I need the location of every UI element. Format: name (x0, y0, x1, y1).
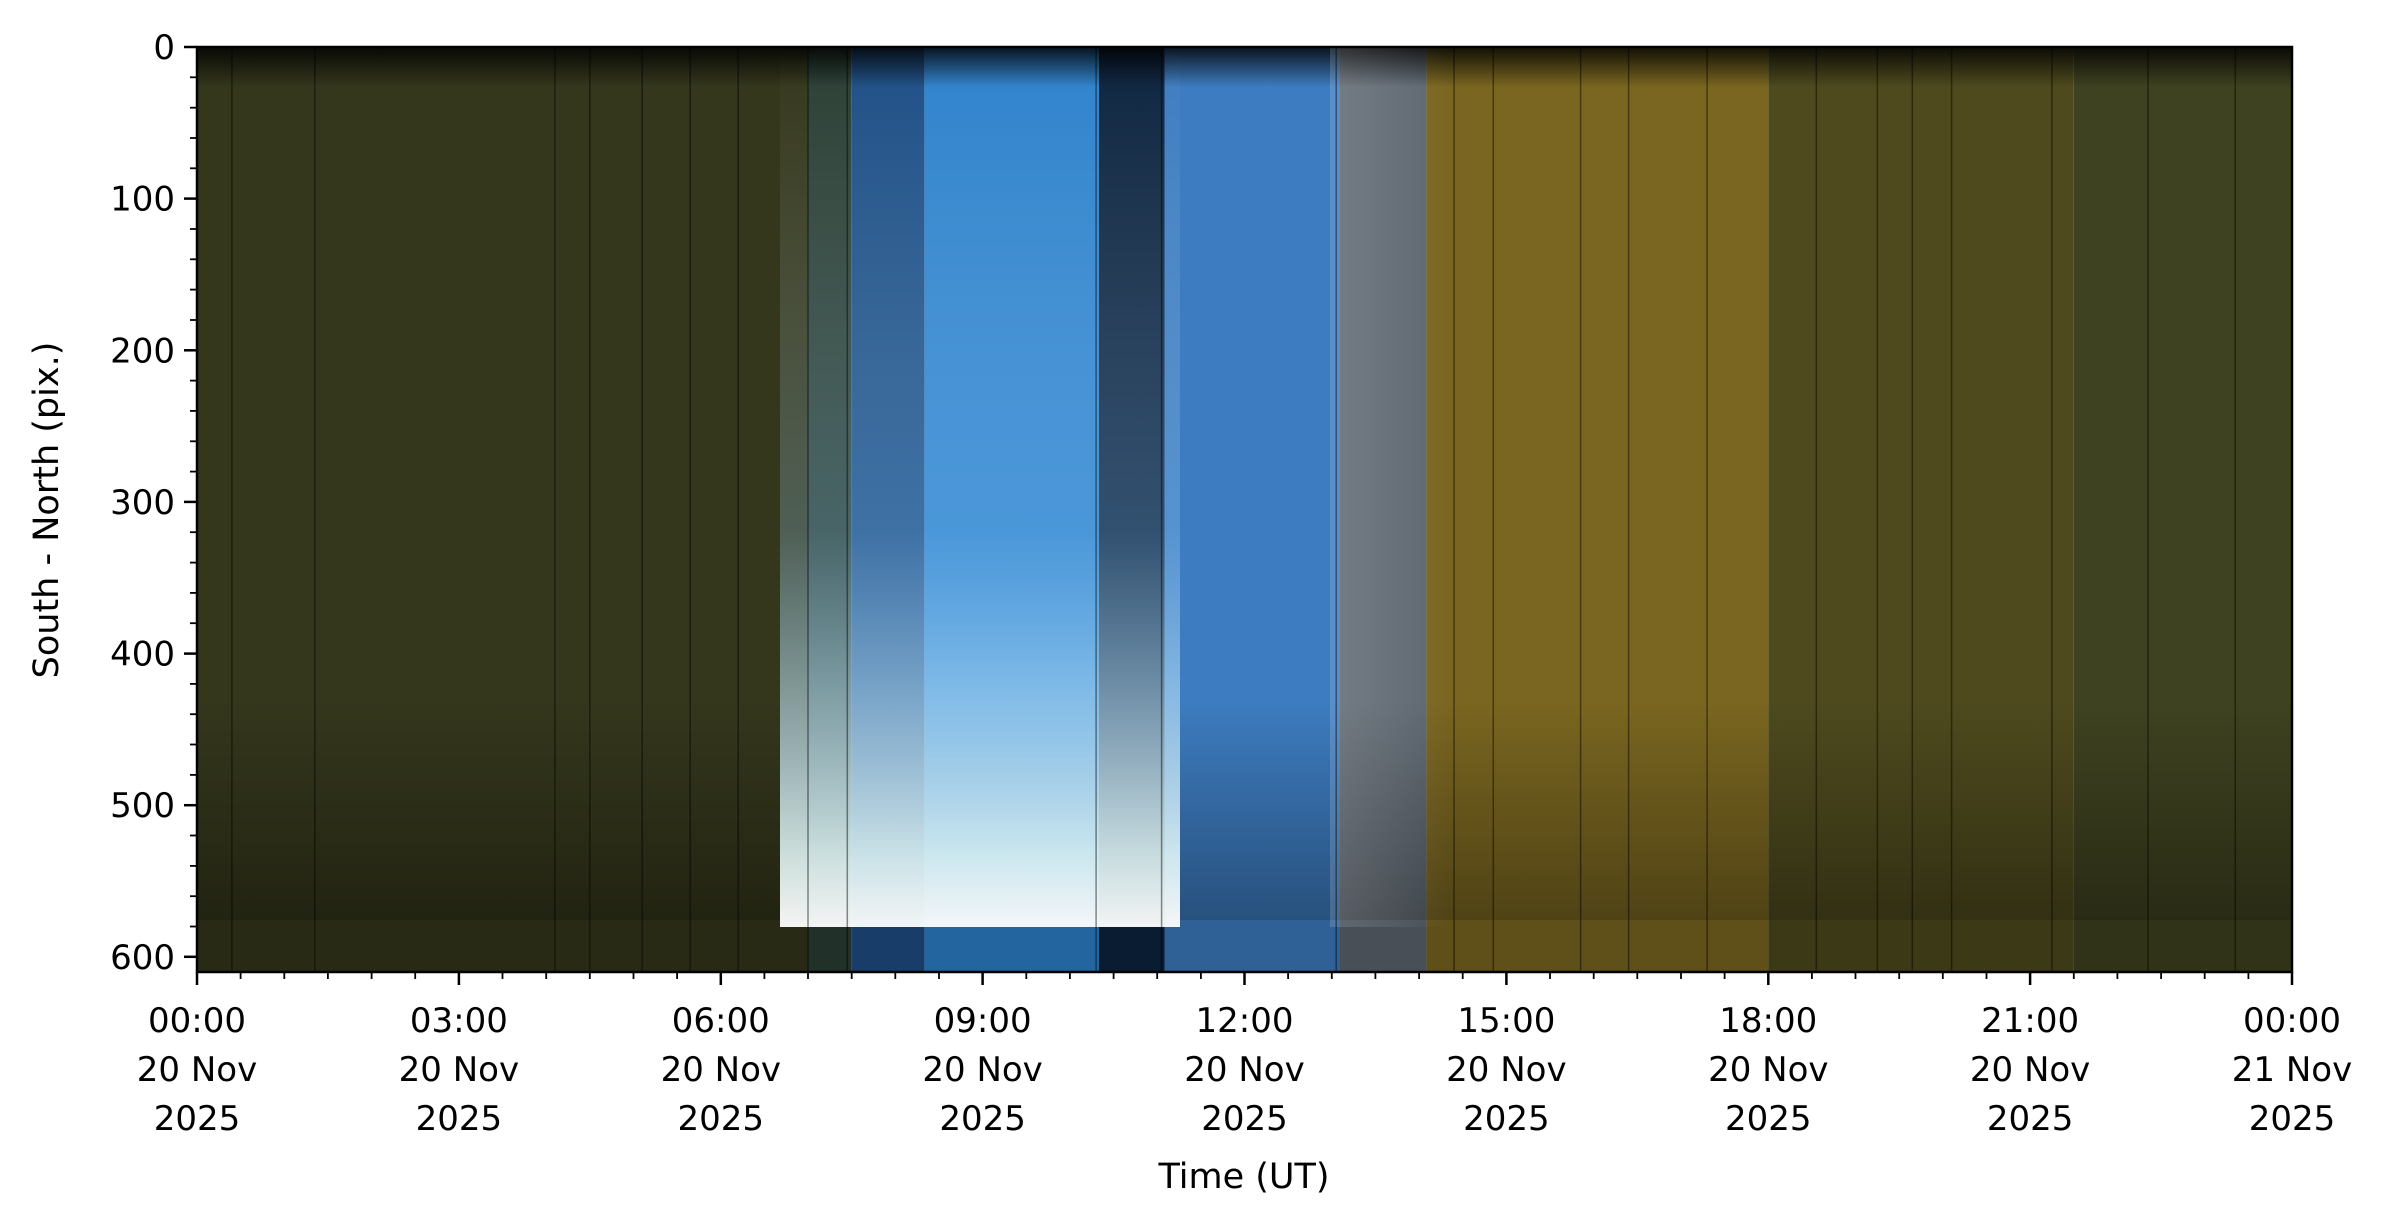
x-tick-label-line: 2025 (2249, 1099, 2336, 1139)
x-tick-label-line: 2025 (678, 1099, 765, 1139)
x-tick-label-line: 20 Nov (1970, 1050, 2090, 1090)
top-dark-band (197, 47, 2292, 87)
x-tick-label-line: 12:00 (1196, 1001, 1294, 1041)
x-tick-label-7: 21:00 20 Nov 2025 (1970, 1001, 2090, 1139)
x-tick-label-line: 2025 (154, 1099, 241, 1139)
x-tick-label-line: 20 Nov (137, 1050, 257, 1090)
x-tick-label-3: 09:00 20 Nov 2025 (922, 1001, 1042, 1139)
x-tick-label-line: 20 Nov (922, 1050, 1042, 1090)
y-tick-label-500: 500 (110, 786, 175, 826)
dusk-glow (1330, 47, 1450, 927)
x-tick-label-line: 2025 (1201, 1099, 1288, 1139)
y-axis-label: South - North (pix.) (27, 342, 67, 679)
x-tick-label-line: 2025 (1725, 1099, 1812, 1139)
x-tick-label-line: 20 Nov (1446, 1050, 1566, 1090)
frame-seams (231, 47, 2237, 972)
twilight-glow (780, 47, 1180, 927)
y-tick-label-100: 100 (110, 180, 175, 220)
y-tick-label-200: 200 (110, 331, 175, 371)
x-tick-label-6: 18:00 20 Nov 2025 (1708, 1001, 1828, 1139)
x-tick-label-line: 06:00 (672, 1001, 770, 1041)
x-tick-label-line: 2025 (1463, 1099, 1550, 1139)
x-tick-label-line: 15:00 (1457, 1001, 1555, 1041)
x-tick-label-0: 00:00 20 Nov 2025 (137, 1001, 257, 1139)
x-tick-label-line: 20 Nov (399, 1050, 519, 1090)
x-tick-label-line: 21 Nov (2232, 1050, 2352, 1090)
x-tick-label-line: 03:00 (410, 1001, 508, 1041)
y-tick-label-0: 0 (153, 28, 175, 68)
y-tick-label-400: 400 (110, 635, 175, 675)
y-tick-label-300: 300 (110, 483, 175, 523)
x-tick-label-line: 00:00 (148, 1001, 246, 1041)
x-tick-label-line: 2025 (416, 1099, 503, 1139)
x-tick-label-line: 09:00 (934, 1001, 1032, 1041)
x-tick-label-line: 00:00 (2243, 1001, 2341, 1041)
x-tick-label-line: 20 Nov (1184, 1050, 1304, 1090)
x-tick-label-line: 21:00 (1981, 1001, 2079, 1041)
bottom-shade (197, 700, 2292, 920)
x-axis-label: Time (UT) (1157, 1157, 1329, 1197)
y-tick-label-600: 600 (110, 938, 175, 978)
x-tick-label-2: 06:00 20 Nov 2025 (661, 1001, 781, 1139)
x-axis: 00:00 20 Nov 2025 03:00 20 Nov 2025 06:00 20 No… (137, 972, 2352, 1139)
x-tick-label-line: 2025 (1987, 1099, 2074, 1139)
x-tick-label-4: 12:00 20 Nov 2025 (1184, 1001, 1304, 1139)
x-tick-label-line: 20 Nov (661, 1050, 781, 1090)
x-tick-label-line: 18:00 (1719, 1001, 1817, 1041)
x-tick-label-8: 00:00 21 Nov 2025 (2232, 1001, 2352, 1139)
x-tick-label-line: 2025 (939, 1099, 1026, 1139)
horizon-band (197, 920, 2292, 972)
x-tick-label-line: 20 Nov (1708, 1050, 1828, 1090)
plot-area (197, 47, 2292, 972)
y-axis: 0 100 200 300 400 500 600 (110, 28, 197, 978)
x-tick-label-1: 03:00 20 Nov 2025 (399, 1001, 519, 1139)
x-tick-label-5: 15:00 20 Nov 2025 (1446, 1001, 1566, 1139)
